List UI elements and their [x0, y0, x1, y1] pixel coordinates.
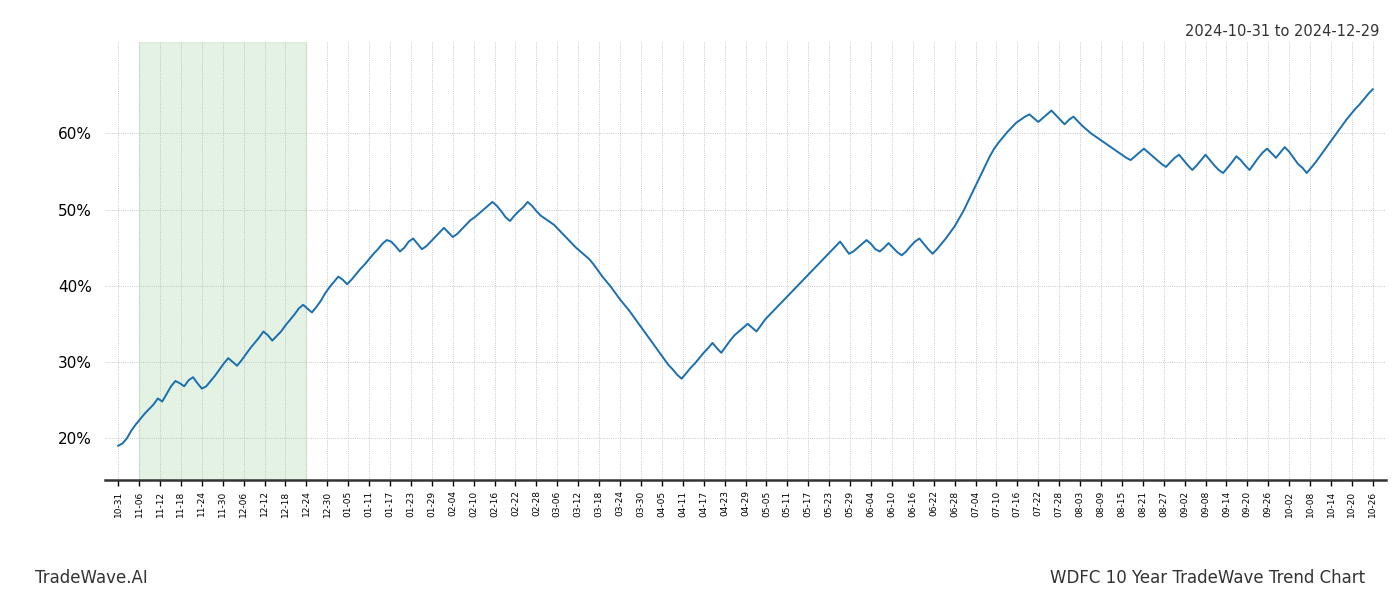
Text: WDFC 10 Year TradeWave Trend Chart: WDFC 10 Year TradeWave Trend Chart: [1050, 569, 1365, 587]
Text: 2024-10-31 to 2024-12-29: 2024-10-31 to 2024-12-29: [1184, 24, 1379, 39]
Bar: [139, 42, 307, 480]
Text: TradeWave.AI: TradeWave.AI: [35, 569, 148, 587]
